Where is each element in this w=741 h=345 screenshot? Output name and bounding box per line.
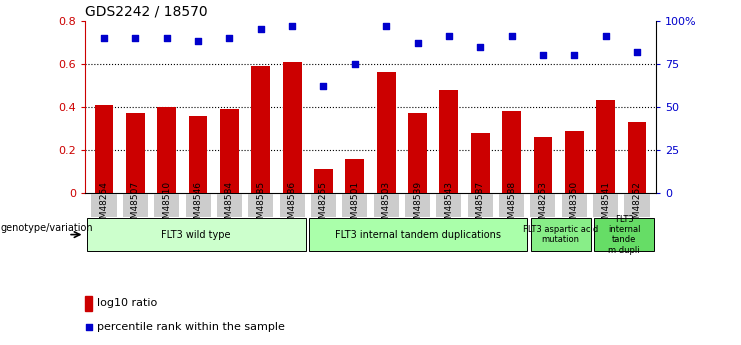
Text: GSM48255: GSM48255 (319, 181, 328, 230)
Bar (283, 62, 302, 193)
Point (443, 33, 455, 39)
FancyBboxPatch shape (468, 194, 493, 217)
Text: GSM48587: GSM48587 (476, 181, 485, 230)
FancyBboxPatch shape (373, 194, 399, 217)
Bar (85, 296, 93, 310)
Point (349, 61, 361, 67)
Bar (126, 114, 144, 193)
Text: percentile rank within the sample: percentile rank within the sample (96, 322, 285, 332)
FancyBboxPatch shape (185, 194, 210, 217)
Bar (534, 137, 552, 193)
FancyBboxPatch shape (248, 194, 273, 217)
Text: GSM48507: GSM48507 (131, 181, 140, 230)
Bar (502, 111, 521, 193)
Bar (376, 72, 396, 193)
Bar (628, 122, 646, 193)
Text: GSM48588: GSM48588 (507, 181, 516, 230)
Point (474, 44, 486, 49)
FancyBboxPatch shape (342, 194, 368, 217)
Point (537, 52, 549, 58)
Text: FLT3
internal
tande
m dupli: FLT3 internal tande m dupli (608, 215, 640, 255)
FancyBboxPatch shape (436, 194, 462, 217)
Point (599, 33, 611, 39)
Bar (408, 114, 427, 193)
Text: GSM48253: GSM48253 (539, 181, 548, 230)
FancyBboxPatch shape (217, 194, 242, 217)
Text: GSM48501: GSM48501 (350, 181, 359, 230)
Text: GSM48585: GSM48585 (256, 181, 265, 230)
FancyBboxPatch shape (309, 218, 528, 251)
Text: FLT3 wild type: FLT3 wild type (162, 230, 231, 239)
Point (98, 35, 110, 41)
Point (411, 40, 423, 46)
Bar (314, 169, 333, 193)
Text: GSM48584: GSM48584 (225, 181, 234, 230)
FancyBboxPatch shape (625, 194, 650, 217)
Text: GSM48543: GSM48543 (445, 181, 453, 230)
Text: GSM48510: GSM48510 (162, 181, 171, 230)
FancyBboxPatch shape (531, 218, 591, 251)
FancyBboxPatch shape (405, 194, 430, 217)
Text: GSM48503: GSM48503 (382, 181, 391, 230)
Point (192, 39, 204, 44)
Point (286, 23, 298, 29)
FancyBboxPatch shape (311, 194, 336, 217)
Text: GSM48252: GSM48252 (633, 181, 642, 230)
FancyBboxPatch shape (87, 218, 305, 251)
FancyBboxPatch shape (279, 194, 305, 217)
Point (318, 83, 330, 89)
FancyBboxPatch shape (593, 194, 618, 217)
Text: GSM48586: GSM48586 (288, 181, 296, 230)
Point (130, 35, 142, 41)
Bar (345, 159, 365, 193)
Bar (189, 116, 207, 193)
Text: genotype/variation: genotype/variation (1, 223, 93, 233)
Text: FLT3 internal tandem duplications: FLT3 internal tandem duplications (335, 230, 501, 239)
Bar (251, 66, 270, 193)
Point (224, 35, 236, 41)
FancyBboxPatch shape (531, 194, 556, 217)
Bar (471, 133, 490, 193)
Bar (157, 107, 176, 193)
Point (255, 27, 267, 32)
Point (631, 49, 643, 55)
Bar (220, 109, 239, 193)
FancyBboxPatch shape (91, 194, 116, 217)
Text: GSM48539: GSM48539 (413, 181, 422, 230)
Point (568, 52, 580, 58)
Bar (597, 100, 615, 193)
Point (253, 181, 265, 187)
FancyBboxPatch shape (499, 194, 524, 217)
FancyBboxPatch shape (123, 194, 148, 217)
Bar (439, 90, 458, 193)
Point (161, 35, 173, 41)
Text: GSM48541: GSM48541 (601, 181, 610, 230)
Point (505, 33, 517, 39)
Text: GDS2242 / 18570: GDS2242 / 18570 (85, 4, 207, 18)
Bar (565, 131, 584, 193)
Text: GSM48254: GSM48254 (99, 181, 108, 230)
Text: GSM48546: GSM48546 (193, 181, 202, 230)
Bar (95, 105, 113, 193)
FancyBboxPatch shape (154, 194, 179, 217)
Text: GSM48350: GSM48350 (570, 181, 579, 230)
FancyBboxPatch shape (562, 194, 587, 217)
Point (380, 23, 392, 29)
Text: log10 ratio: log10 ratio (96, 298, 157, 308)
FancyBboxPatch shape (594, 218, 654, 251)
Text: FLT3 aspartic acid
mutation: FLT3 aspartic acid mutation (523, 225, 598, 244)
